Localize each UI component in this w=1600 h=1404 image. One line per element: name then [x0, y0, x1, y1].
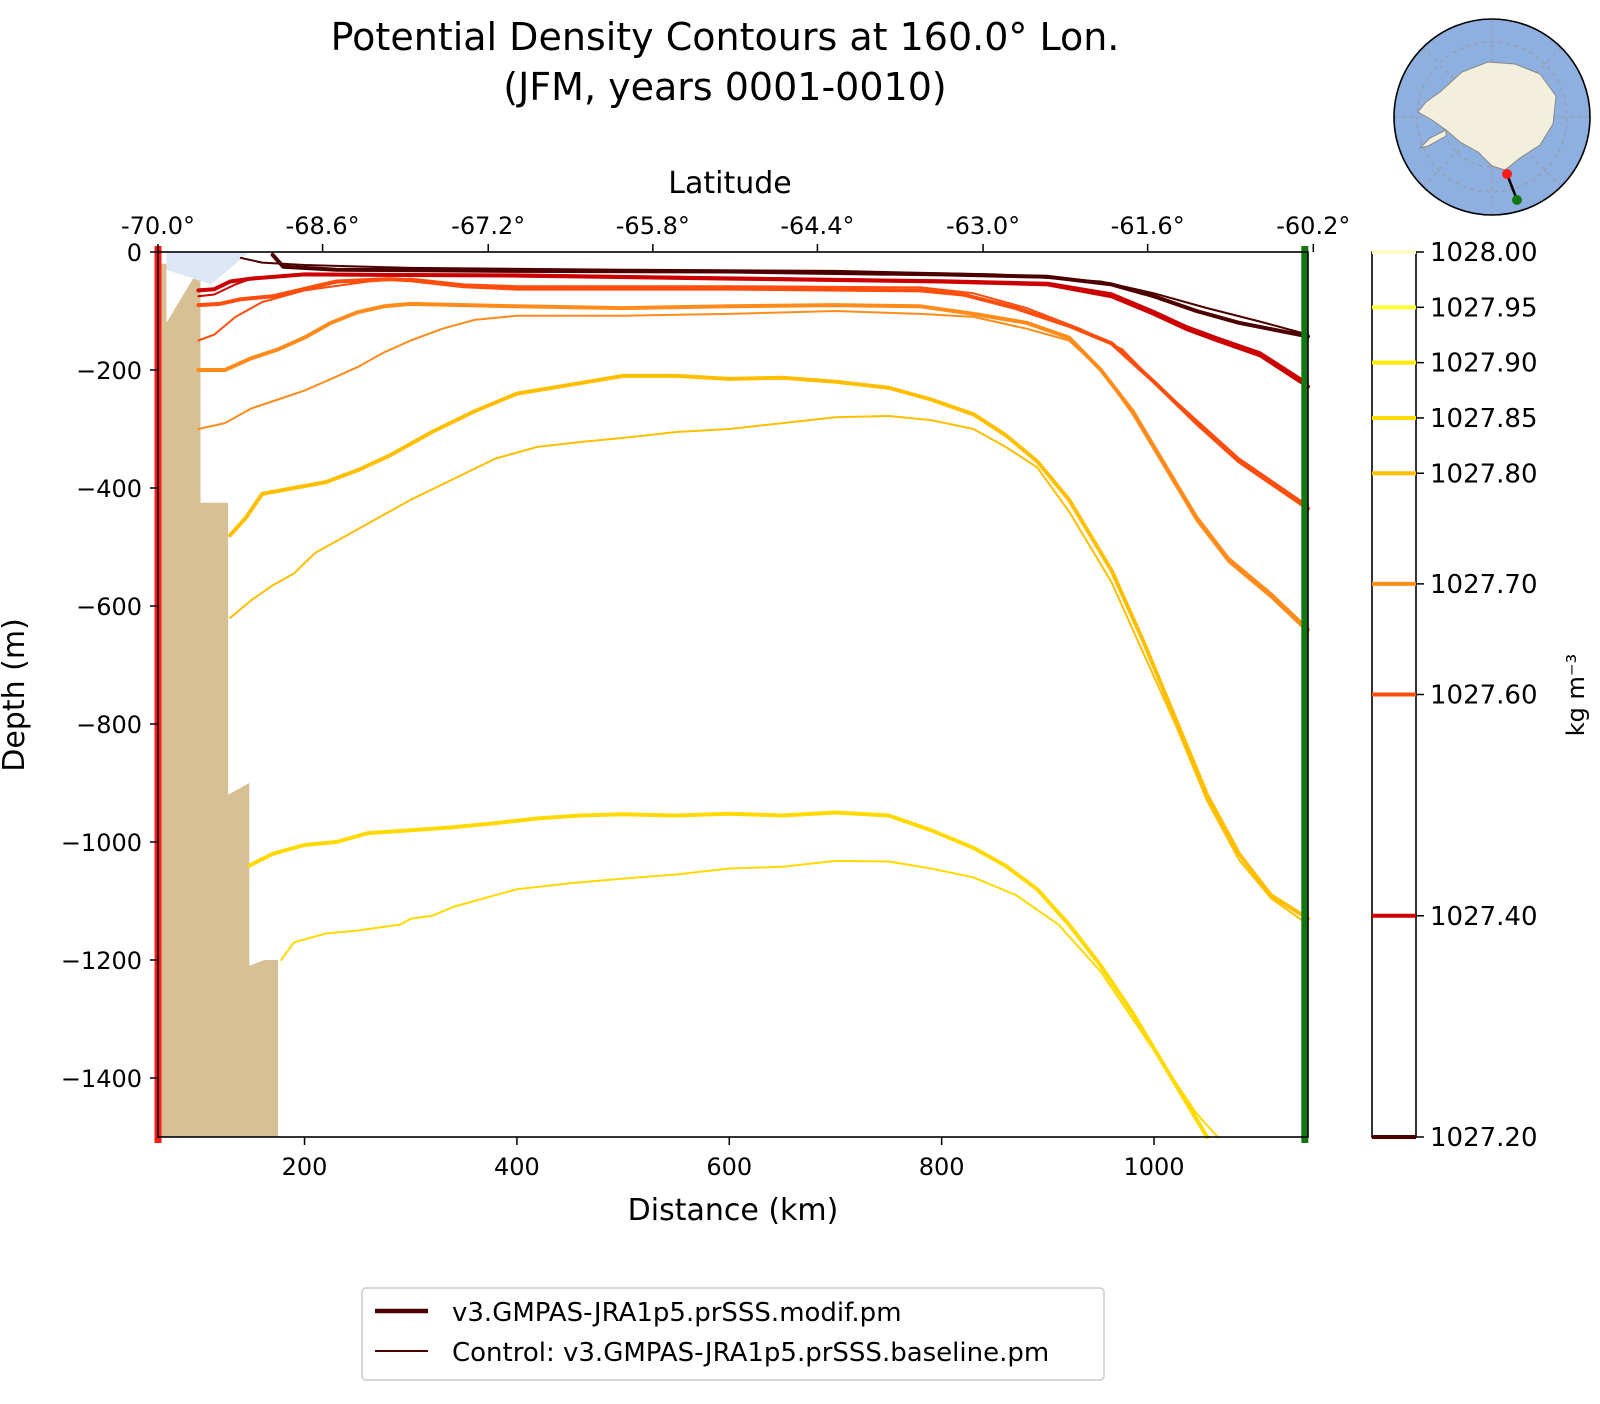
x-axis-ticks: 200 400 600 800 1000 [282, 1137, 1185, 1181]
contour-line-5 [197, 277, 1309, 507]
chart-subtitle: (JFM, years 0001-0010) [503, 65, 946, 109]
colorbar-tick-label: 1027.80 [1430, 459, 1538, 489]
lat-tick-label: -68.6° [286, 212, 360, 240]
legend-label-control: Control: v3.GMPAS-JRA1p5.prSSS.baseline.… [452, 1338, 1049, 1368]
lat-tick-label: -67.2° [451, 212, 525, 240]
contour-line-1 [239, 256, 1309, 336]
lat-tick-label: -60.2° [1276, 212, 1350, 240]
x-tick-label: 200 [282, 1153, 328, 1181]
inset-start-dot [1502, 169, 1512, 179]
y-tick-label: −1200 [61, 947, 142, 975]
y-tick-label: −400 [76, 475, 142, 503]
contour-line-11 [280, 859, 1219, 1138]
y-axis-ticks: 0 −200 −400 −600 −800 −1000 −1200 −1400 [61, 239, 158, 1093]
inset-border [1393, 18, 1591, 216]
colorbar-tick-label: 1027.40 [1430, 902, 1538, 932]
lat-tick-label: -61.6° [1111, 212, 1185, 240]
y-tick-label: −1000 [61, 829, 142, 857]
contour-line-10 [247, 810, 1210, 1139]
contour-line-9 [229, 415, 1309, 926]
y-tick-label: −800 [76, 711, 142, 739]
legend-label-modif: v3.GMPAS-JRA1p5.prSSS.modif.pm [452, 1298, 902, 1328]
contour-line-6 [196, 301, 1310, 632]
contour-line-7 [197, 310, 1309, 634]
colorbar-tick-label: 1027.85 [1430, 404, 1538, 434]
ice-shelf-layer [166, 252, 250, 285]
contour-line-8 [228, 373, 1310, 921]
x-tick-label: 1000 [1123, 1153, 1184, 1181]
x-tick-label: 800 [919, 1153, 965, 1181]
colorbar-tick-label: 1027.60 [1430, 681, 1538, 711]
contour-line-2 [196, 272, 1310, 389]
y-tick-label: −200 [76, 357, 142, 385]
colorbar: 1028.00 1027.95 1027.90 1027.85 1027.80 1027.… [1371, 238, 1590, 1153]
legend-box [361, 1287, 1105, 1381]
lat-tick-label: -63.0° [946, 212, 1020, 240]
colorbar-tick-label: 1028.00 [1430, 238, 1538, 268]
y-tick-label: −600 [76, 593, 142, 621]
bathymetry-layer [158, 263, 278, 1137]
inset-peninsula [1418, 129, 1447, 149]
legend: v3.GMPAS-JRA1p5.prSSS.modif.pm Control: … [361, 1287, 1105, 1381]
inset-end-dot [1512, 195, 1522, 205]
contour-line-0 [270, 252, 1310, 339]
latitude-axis-ticks: -70.0° -68.6° -67.2° -65.8° -64.4° -63.0° -61.… [121, 212, 1350, 252]
colorbar-tick-label: 1027.20 [1430, 1123, 1538, 1153]
colorbar-tick-label: 1027.90 [1430, 349, 1538, 379]
x-tick-label: 400 [494, 1153, 540, 1181]
inset-antarctica [1417, 61, 1557, 171]
colorbar-levels: 1028.00 1027.95 1027.90 1027.85 1027.80 1027.… [1372, 238, 1538, 1153]
lat-tick-label: -70.0° [121, 212, 195, 240]
x-tick-label: 600 [706, 1153, 752, 1181]
bathymetry-fill [158, 263, 278, 1137]
lat-tick-label: -65.8° [616, 212, 690, 240]
colorbar-unit-label: kg m⁻³ [1562, 654, 1590, 736]
colorbar-tick-label: 1027.70 [1430, 570, 1538, 600]
ice-shelf-fill [166, 252, 250, 285]
colorbar-tick-label: 1027.95 [1430, 293, 1538, 323]
chart-title: Potential Density Contours at 160.0° Lon… [331, 15, 1120, 59]
y-tick-label: 0 [127, 239, 142, 267]
y-tick-label: −1400 [61, 1065, 142, 1093]
inset-map [1393, 18, 1591, 216]
x-axis-label: Distance (km) [628, 1193, 839, 1228]
top-axis-label: Latitude [668, 166, 791, 201]
contour-lines [196, 252, 1310, 1139]
lat-tick-label: -64.4° [780, 212, 854, 240]
plot-frame [157, 251, 1309, 1138]
y-axis-label: Depth (m) [0, 618, 32, 772]
contour-line-3 [197, 273, 1309, 384]
